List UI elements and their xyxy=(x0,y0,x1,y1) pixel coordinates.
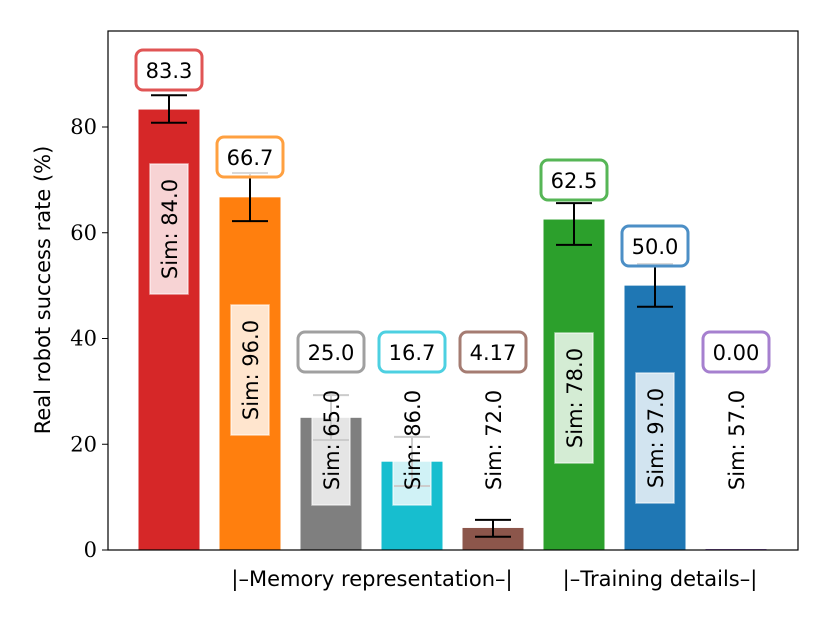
value-label-box xyxy=(296,330,366,374)
value-label-box xyxy=(458,330,528,374)
sim-label: Sim: 84.0 xyxy=(149,163,189,295)
y-tick-label: 80 xyxy=(70,115,97,139)
y-tick-label: 0 xyxy=(84,538,97,562)
sim-label: Sim: 97.0 xyxy=(635,372,675,504)
value-label-box xyxy=(539,158,609,202)
sim-label-text: Sim: 97.0 xyxy=(644,388,668,488)
value-label-box xyxy=(620,224,690,268)
group-label-memory: |–Memory representation–| xyxy=(231,567,512,592)
sim-label-box xyxy=(230,304,270,436)
value-label: 50.0 xyxy=(632,235,679,259)
y-tick-label: 60 xyxy=(70,221,97,245)
value-label-box xyxy=(377,330,447,374)
sim-label-box xyxy=(392,374,432,506)
plot-frame xyxy=(107,30,799,551)
value-label: 66.7 xyxy=(227,146,274,170)
sim-label: Sim: 65.0 xyxy=(311,374,351,506)
sim-label-text: Sim: 57.0 xyxy=(725,390,749,490)
sim-label: Sim: 57.0 xyxy=(725,390,749,490)
sim-label-box xyxy=(554,332,594,464)
sim-label-text: Sim: 78.0 xyxy=(563,348,587,448)
value-label-box xyxy=(215,135,285,179)
sim-label-box xyxy=(149,163,189,295)
sim-label-box xyxy=(311,374,351,506)
value-label: 16.7 xyxy=(389,341,436,365)
group-label-training: |–Training details–| xyxy=(563,567,758,592)
sim-label: Sim: 72.0 xyxy=(482,390,506,490)
sim-label-text: Sim: 84.0 xyxy=(158,179,182,279)
value-label: 25.0 xyxy=(308,341,355,365)
sim-label: Sim: 96.0 xyxy=(230,304,270,436)
sim-label-box xyxy=(635,372,675,504)
value-label-box xyxy=(701,330,771,374)
y-tick-label: 40 xyxy=(70,327,97,351)
sim-label-text: Sim: 86.0 xyxy=(401,390,425,490)
value-label: 0.00 xyxy=(713,341,760,365)
sim-label-text: Sim: 96.0 xyxy=(239,320,263,420)
sim-label: Sim: 86.0 xyxy=(392,374,432,506)
value-label: 83.3 xyxy=(146,59,193,83)
bar xyxy=(462,527,524,550)
sim-label: Sim: 78.0 xyxy=(554,332,594,464)
sim-label-text: Sim: 65.0 xyxy=(320,390,344,490)
y-tick-label: 20 xyxy=(70,432,97,456)
sim-label-text: Sim: 72.0 xyxy=(482,390,506,490)
y-axis-label: Real robot success rate (%) xyxy=(31,146,55,435)
value-label: 4.17 xyxy=(470,341,517,365)
value-label: 62.5 xyxy=(551,169,598,193)
value-label-box xyxy=(134,48,204,92)
